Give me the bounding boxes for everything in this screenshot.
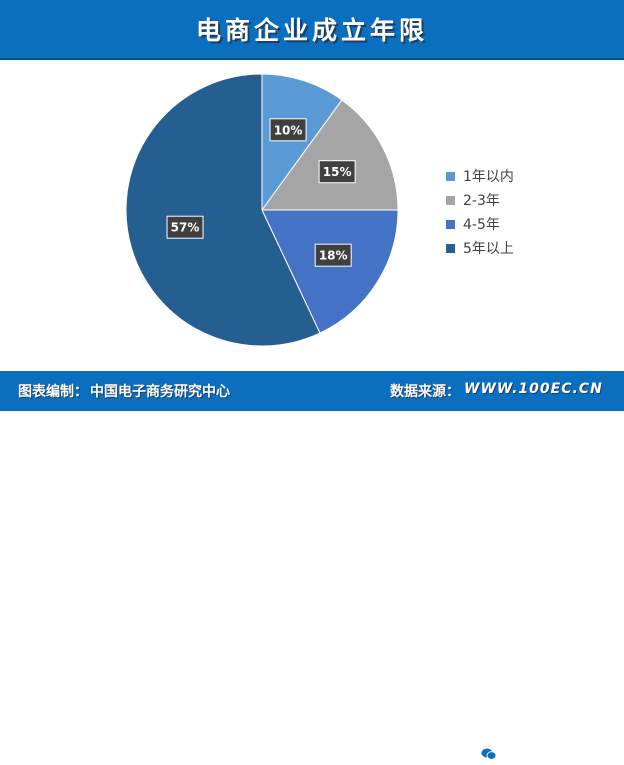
data-label-text: 18% — [319, 249, 348, 263]
footer-source: 数据来源： WWW.100EC.CN — [390, 381, 603, 401]
data-label-box — [314, 243, 352, 267]
legend-label: 4-5年 — [463, 217, 500, 233]
pie-slice — [125, 73, 321, 347]
legend-label: 1年以内 — [463, 169, 514, 185]
pie-slice — [261, 99, 399, 211]
legend: 1年以内 2-3年 4-5年 5年以上 — [446, 164, 514, 260]
source-label: 数据来源： — [390, 384, 460, 400]
footer-bar: 图表编制： 中国电子商务研究中心 数据来源： WWW.100EC.CN 微信号：… — [0, 371, 624, 765]
legend-label: 2-3年 — [463, 193, 500, 209]
pie-slice — [261, 209, 399, 334]
credit-label: 图表编制： — [18, 384, 88, 400]
legend-swatch — [446, 219, 455, 229]
credit-value: 中国电子商务研究中心 — [90, 384, 230, 400]
watermark-text: 微信号：i100ec — [506, 748, 602, 764]
data-label-box — [318, 160, 356, 184]
legend-label: 5年以上 — [463, 241, 514, 257]
wechat-watermark: 微信号：i100ec — [478, 743, 602, 765]
legend-swatch — [446, 243, 455, 253]
data-label: 15% — [318, 160, 356, 184]
source-value: WWW.100EC.CN — [464, 381, 603, 397]
data-label: 57% — [166, 215, 204, 239]
title-bar: 电商企业成立年限 — [0, 0, 624, 60]
legend-item: 4-5年 — [446, 212, 514, 236]
chart-title: 电商企业成立年限 — [195, 16, 428, 45]
pie-chart: 10% 15% 18% 57% — [125, 73, 399, 347]
legend-item: 1年以内 — [446, 164, 514, 188]
data-label-text: 57% — [171, 221, 200, 235]
data-label-text: 15% — [323, 165, 352, 179]
data-label-text: 10% — [274, 123, 303, 137]
data-label-box — [269, 118, 307, 142]
footer-credit: 图表编制： 中国电子商务研究中心 — [18, 381, 230, 401]
wechat-icon — [478, 743, 500, 765]
legend-item: 2-3年 — [446, 188, 514, 212]
data-label: 10% — [269, 118, 307, 142]
legend-swatch — [446, 171, 455, 181]
data-label-box — [166, 215, 204, 239]
pie-slice — [261, 73, 343, 212]
chart-area: 10% 15% 18% 57% 1年以内 2-3年 4-5年 5年以上 — [0, 60, 624, 371]
data-label: 18% — [314, 243, 352, 267]
legend-item: 5年以上 — [446, 236, 514, 260]
legend-swatch — [446, 195, 455, 205]
